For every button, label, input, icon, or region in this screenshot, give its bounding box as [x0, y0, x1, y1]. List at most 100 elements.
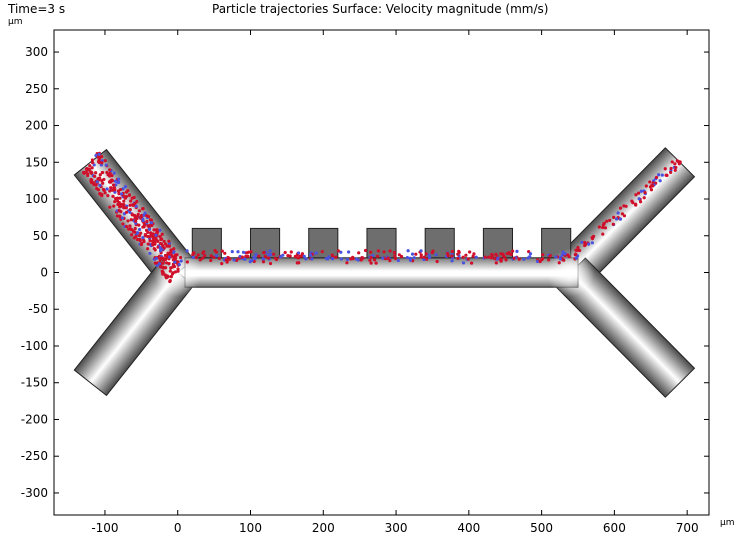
particle: [161, 270, 165, 275]
particle: [89, 178, 93, 182]
particle: [169, 248, 173, 252]
particle: [128, 224, 132, 228]
particle: [419, 249, 423, 253]
particle: [574, 256, 578, 260]
particle: [363, 248, 368, 253]
particle: [560, 253, 564, 257]
y-tick-label: -250: [21, 449, 48, 463]
particle: [388, 249, 392, 253]
particle: [644, 184, 648, 188]
particle: [339, 250, 343, 254]
particle: [159, 264, 163, 268]
particle: [651, 184, 655, 188]
x-tick: 300: [385, 30, 408, 535]
particle: [146, 247, 150, 251]
particle: [160, 237, 164, 241]
particle: [128, 210, 132, 215]
particle: [601, 225, 605, 230]
particle: [108, 205, 112, 209]
particle: [526, 256, 530, 260]
particle: [117, 214, 122, 218]
particle: [450, 249, 455, 254]
particle: [468, 250, 472, 254]
particle: [605, 219, 609, 223]
particle: [241, 250, 246, 254]
particle: [472, 252, 476, 256]
particle: [123, 185, 128, 189]
x-tick: 500: [530, 30, 553, 535]
particle: [557, 261, 561, 265]
particle: [268, 249, 272, 253]
particle: [149, 218, 154, 222]
particle: [304, 257, 308, 261]
particle: [149, 232, 153, 236]
particle: [88, 164, 92, 168]
particle: [172, 256, 176, 261]
axes: -100 0 100 200 300 400 500 600 70030025020015010…: [21, 30, 709, 535]
particle: [266, 256, 270, 260]
particle: [142, 223, 147, 227]
particle: [117, 180, 121, 184]
particle: [102, 177, 106, 182]
particle: [254, 253, 258, 257]
particle: [249, 250, 253, 254]
particle: [152, 240, 156, 244]
particle: [176, 267, 180, 271]
particle: [137, 227, 142, 232]
x-axis-unit: µm: [720, 518, 735, 528]
particle: [262, 251, 266, 255]
particle: [147, 227, 151, 232]
particle: [397, 253, 401, 257]
particle: [117, 177, 121, 181]
y-tick-label: -150: [21, 376, 48, 390]
particle: [92, 163, 96, 167]
particle: [95, 186, 99, 191]
particle: [293, 254, 297, 259]
particle: [132, 229, 136, 233]
particle: [101, 181, 105, 185]
y-tick: -300: [21, 486, 709, 500]
particle: [288, 254, 292, 258]
particle: [109, 180, 113, 184]
particle: [213, 248, 217, 253]
particle: [636, 191, 641, 195]
particle: [334, 255, 338, 259]
particle: [470, 261, 474, 265]
particle: [494, 261, 498, 265]
y-tick-label: 150: [25, 155, 48, 169]
particle: [90, 181, 94, 185]
particle: [227, 256, 231, 260]
particle: [128, 203, 132, 207]
particle: [158, 246, 162, 250]
x-tick-label: 0: [174, 521, 182, 535]
particle: [135, 199, 139, 204]
particle: [357, 251, 361, 255]
particle: [483, 255, 487, 259]
particle: [250, 258, 254, 263]
particle: [643, 190, 647, 195]
x-tick: 600: [603, 30, 626, 535]
particle: [159, 256, 164, 260]
particle: [105, 187, 109, 191]
x-tick-label: 700: [676, 521, 699, 535]
particle: [185, 249, 189, 253]
particle: [168, 269, 172, 273]
particle: [511, 249, 515, 253]
particle: [603, 226, 608, 230]
particle: [350, 256, 354, 261]
particle: [324, 256, 329, 261]
particle: [106, 173, 110, 177]
particle: [527, 249, 531, 254]
particle: [281, 253, 285, 257]
y-tick-label: -100: [21, 339, 48, 353]
particle: [161, 244, 165, 248]
particle: [127, 193, 132, 197]
particle: [236, 250, 240, 254]
particle: [494, 252, 498, 256]
particle: [296, 256, 300, 260]
particle: [158, 235, 162, 239]
particle: [149, 221, 153, 225]
particle: [612, 215, 616, 219]
particle: [116, 202, 120, 207]
